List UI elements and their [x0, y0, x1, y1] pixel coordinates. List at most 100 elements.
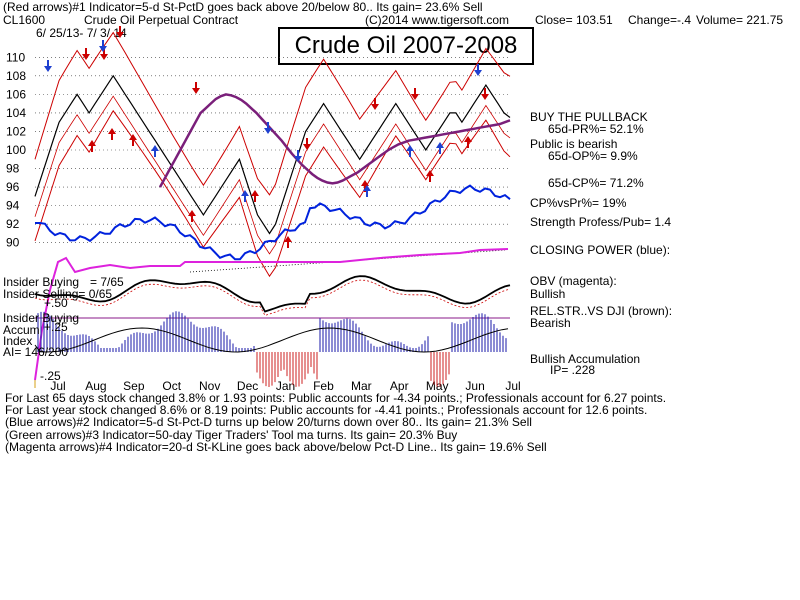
blue-sell-arrow	[474, 64, 482, 76]
header-close: Close= 103.51	[535, 13, 613, 27]
header-contract: Crude Oil Perpetual Contract	[84, 13, 239, 27]
relative-strength-line	[34, 275, 511, 313]
inner-band-line	[34, 95, 511, 255]
accumulation-line	[34, 327, 509, 353]
header-volume: Volume= 221.75	[696, 13, 784, 27]
blue-buy-arrow	[241, 190, 249, 202]
x-tick-label: Apr	[390, 379, 409, 393]
blue-sell-arrow	[294, 150, 302, 162]
red-buy-arrow	[88, 140, 96, 152]
ai-value: AI= 146/200	[3, 345, 69, 359]
y-tick-label: 100	[6, 143, 26, 157]
blue-sell-arrow	[99, 40, 107, 52]
cp-value: 65d-CP%= 71.2%	[548, 176, 644, 190]
footer-blue-arrows: (Blue arrows)#2 Indicator=5-d St-Pct-D t…	[5, 415, 532, 429]
y-tick-labels: 110 108 106 104 102 100 98 96 94 92 90	[6, 50, 26, 249]
moving-average-line	[158, 93, 511, 188]
red-buy-arrow	[188, 210, 196, 222]
signal-arrows	[44, 26, 489, 248]
accumulation-bars	[37, 311, 507, 387]
insider-selling-label: Insider Selling= 0/65	[3, 287, 113, 301]
x-tick-label: Feb	[313, 379, 334, 393]
chart-title-box: Crude Oil 2007-2008	[278, 27, 534, 65]
blue-buy-arrow	[436, 142, 444, 154]
x-tick-label: Jul	[505, 379, 520, 393]
red-buy-arrow	[129, 134, 137, 146]
relative-strength-ma-line	[34, 279, 511, 316]
pr-value: 65d-PR%= 52.1%	[548, 122, 644, 136]
blue-sell-arrow	[264, 122, 272, 134]
red-buy-arrow	[284, 236, 292, 248]
x-tick-label: Aug	[85, 379, 106, 393]
red-sell-arrow	[192, 82, 200, 94]
red-sell-arrow	[116, 26, 124, 38]
blue-buy-arrow	[151, 145, 159, 157]
closing-power-line	[35, 184, 511, 261]
red-sell-arrow	[411, 88, 419, 100]
buy-the-pullback: BUY THE PULLBACK	[530, 110, 648, 124]
y-tick-label: 108	[6, 69, 26, 83]
price-bars-line	[34, 74, 511, 235]
x-tick-label: Jan	[276, 379, 295, 393]
red-sell-arrow	[481, 88, 489, 100]
accum-plus-25: +.25	[44, 320, 68, 334]
y-tick-label: 90	[6, 236, 20, 250]
insider-buying-2-label: Insider Buying	[3, 311, 80, 325]
red-buy-arrow	[361, 180, 369, 192]
strength-value: Strength Profess/Pub= 1.4	[530, 215, 672, 229]
blue-sell-arrow	[44, 60, 52, 72]
upper-band-line	[34, 31, 511, 196]
blue-buy-arrow	[406, 145, 414, 157]
relstr-status: Bearish	[530, 316, 571, 330]
y-tick-label: 98	[6, 162, 20, 176]
public-bearish: Public is bearish	[530, 137, 618, 151]
red-sell-arrow	[371, 98, 379, 110]
closing-power-label: CLOSING POWER (blue):	[530, 243, 671, 257]
red-buy-arrow	[251, 190, 259, 202]
red-sell-arrow	[303, 138, 311, 150]
footer-line-year: For Last year stock changed 8.6% or 8.19…	[5, 403, 648, 417]
insider-buying-label: Insider Buying	[3, 275, 80, 289]
header-change: Change=-.4	[628, 13, 692, 27]
red-sell-arrow	[100, 48, 108, 60]
y-tick-label: 110	[6, 50, 25, 64]
obv-line	[34, 248, 509, 381]
x-tick-label: Dec	[237, 379, 258, 393]
x-tick-labels: Jul Aug Sep Oct Nov Dec Jan Feb Mar Apr May Jun Jul	[34, 379, 521, 393]
y-tick-label: 94	[6, 199, 20, 213]
y-tick-label: 106	[6, 87, 26, 101]
footer-magenta-arrows: (Magenta arrows)#4 Indicator=20-d St-KLi…	[5, 440, 547, 454]
y-tick-label: 104	[6, 106, 26, 120]
red-sell-arrow	[82, 48, 90, 60]
blue-buy-arrow	[363, 185, 371, 197]
header-copyright: (C)2014 www.tigersoft.com	[365, 13, 510, 27]
cpvspr-value: CP%vsPr%= 19%	[530, 196, 627, 210]
obv-label: OBV (magenta):	[530, 274, 617, 288]
header-symbol: CL1600	[3, 13, 46, 27]
footer-line-65d: For Last 65 days stock changed 3.8% or 1…	[5, 391, 667, 405]
x-tick-label: Mar	[351, 379, 372, 393]
x-tick-label: Sep	[123, 379, 145, 393]
header-date-range: 6/ 25/13- 7/ 3/ 14	[36, 26, 127, 40]
accum-minus-25: -.25	[40, 369, 61, 383]
footer-green-arrows: (Green arrows)#3 Indicator=50-day Tiger …	[5, 428, 458, 442]
accum-plus-50: +.50	[44, 296, 68, 310]
y-tick-label: 96	[6, 180, 20, 194]
index-label: Index	[3, 334, 33, 348]
relstr-label: REL.STR..VS DJI (brown):	[530, 304, 673, 318]
y-tick-label: 102	[6, 124, 26, 138]
accumulation-label: Bullish Accumulation	[530, 352, 641, 366]
x-tick-label: Nov	[199, 379, 220, 393]
red-buy-arrow	[426, 170, 434, 182]
op-value: 65d-OP%= 9.9%	[548, 149, 638, 163]
x-tick-label: Jun	[465, 379, 484, 393]
red-buy-arrow	[108, 128, 116, 140]
insider-buying-value: = 7/65	[90, 275, 124, 289]
x-tick-label: Oct	[162, 379, 181, 393]
red-buy-arrow	[464, 136, 472, 148]
x-tick-label: Jul	[50, 379, 65, 393]
header-red-arrows: (Red arrows)#1 Indicator=5-d St-PctD goe…	[3, 0, 483, 14]
y-tick-label: 92	[6, 217, 20, 231]
ip-value: IP= .228	[550, 363, 596, 377]
